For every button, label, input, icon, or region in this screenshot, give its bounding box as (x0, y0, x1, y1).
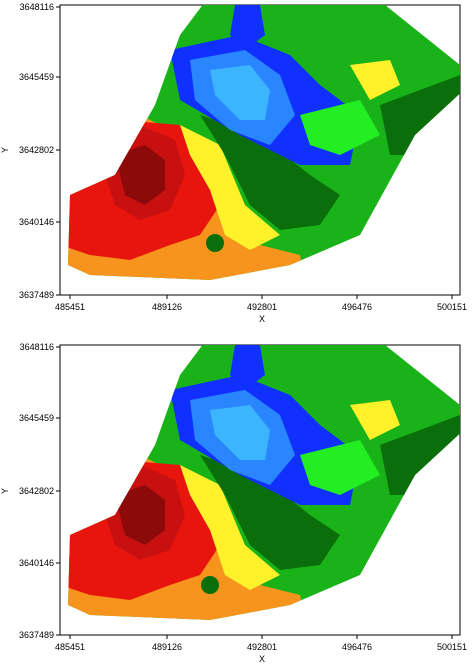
y-tick-label: 3648116 (20, 342, 54, 352)
y-tick-label: 3642802 (19, 145, 54, 155)
x-tick-label: 489126 (152, 642, 182, 652)
y-tick-label: 3640146 (19, 217, 54, 227)
blue-spur (230, 345, 265, 390)
dark-green-band (200, 115, 340, 230)
small-green-patch (206, 234, 224, 252)
x-axis-label: X (259, 654, 265, 664)
x-tick-label: 492801 (247, 642, 277, 652)
y-tick-label: 3642802 (19, 486, 54, 496)
light-green-patch (300, 440, 380, 495)
x-tick-label: 489126 (152, 302, 182, 312)
dark-red-core (115, 145, 165, 205)
x-tick-label: 485451 (55, 642, 85, 652)
small-green-patch (201, 576, 219, 594)
y-tick-label: 3645459 (19, 72, 54, 82)
x-tick-label: 500151 (437, 302, 467, 312)
yellow-band (180, 125, 280, 250)
x-tick-label: 492801 (247, 302, 277, 312)
contour-map (68, 345, 460, 620)
map-chart-top: 485451 489126 492801 496476 500151 X 364… (0, 2, 467, 324)
y-tick-label: 3637489 (19, 290, 54, 300)
blue-spur (230, 5, 265, 50)
pale-blue-core (210, 405, 270, 460)
map-chart-bottom: 485451 489126 492801 496476 500151 X 364… (0, 342, 467, 664)
x-tick-label: 500151 (437, 642, 467, 652)
yellow-band (180, 465, 280, 590)
y-axis: 3648116 3645459 3642802 3640146 3637489 … (0, 2, 60, 300)
x-axis: 485451 489126 492801 496476 500151 X (55, 635, 467, 664)
dark-red-core (115, 485, 165, 545)
yellow-patch (350, 400, 400, 440)
y-axis-label: Y (0, 147, 10, 153)
x-tick-label: 485451 (55, 302, 85, 312)
yellow-patch (350, 60, 400, 100)
pale-blue-core (210, 65, 270, 120)
dark-green-band (200, 455, 340, 570)
x-axis: 485451 489126 492801 496476 500151 X (55, 295, 467, 324)
y-tick-label: 3640146 (19, 558, 54, 568)
y-tick-label: 3645459 (19, 413, 54, 423)
map-panel-top: 485451 489126 492801 496476 500151 X 364… (0, 0, 474, 332)
y-tick-label: 3648116 (20, 2, 54, 12)
light-green-patch (300, 100, 380, 155)
map-panel-bottom: 485451 489126 492801 496476 500151 X 364… (0, 333, 474, 665)
x-tick-label: 496476 (342, 302, 372, 312)
x-axis-label: X (259, 314, 265, 324)
y-axis-label: Y (0, 488, 10, 494)
y-axis: 3648116 3645459 3642802 3640146 3637489 … (0, 342, 60, 640)
y-tick-label: 3637489 (19, 630, 54, 640)
x-tick-label: 496476 (342, 642, 372, 652)
